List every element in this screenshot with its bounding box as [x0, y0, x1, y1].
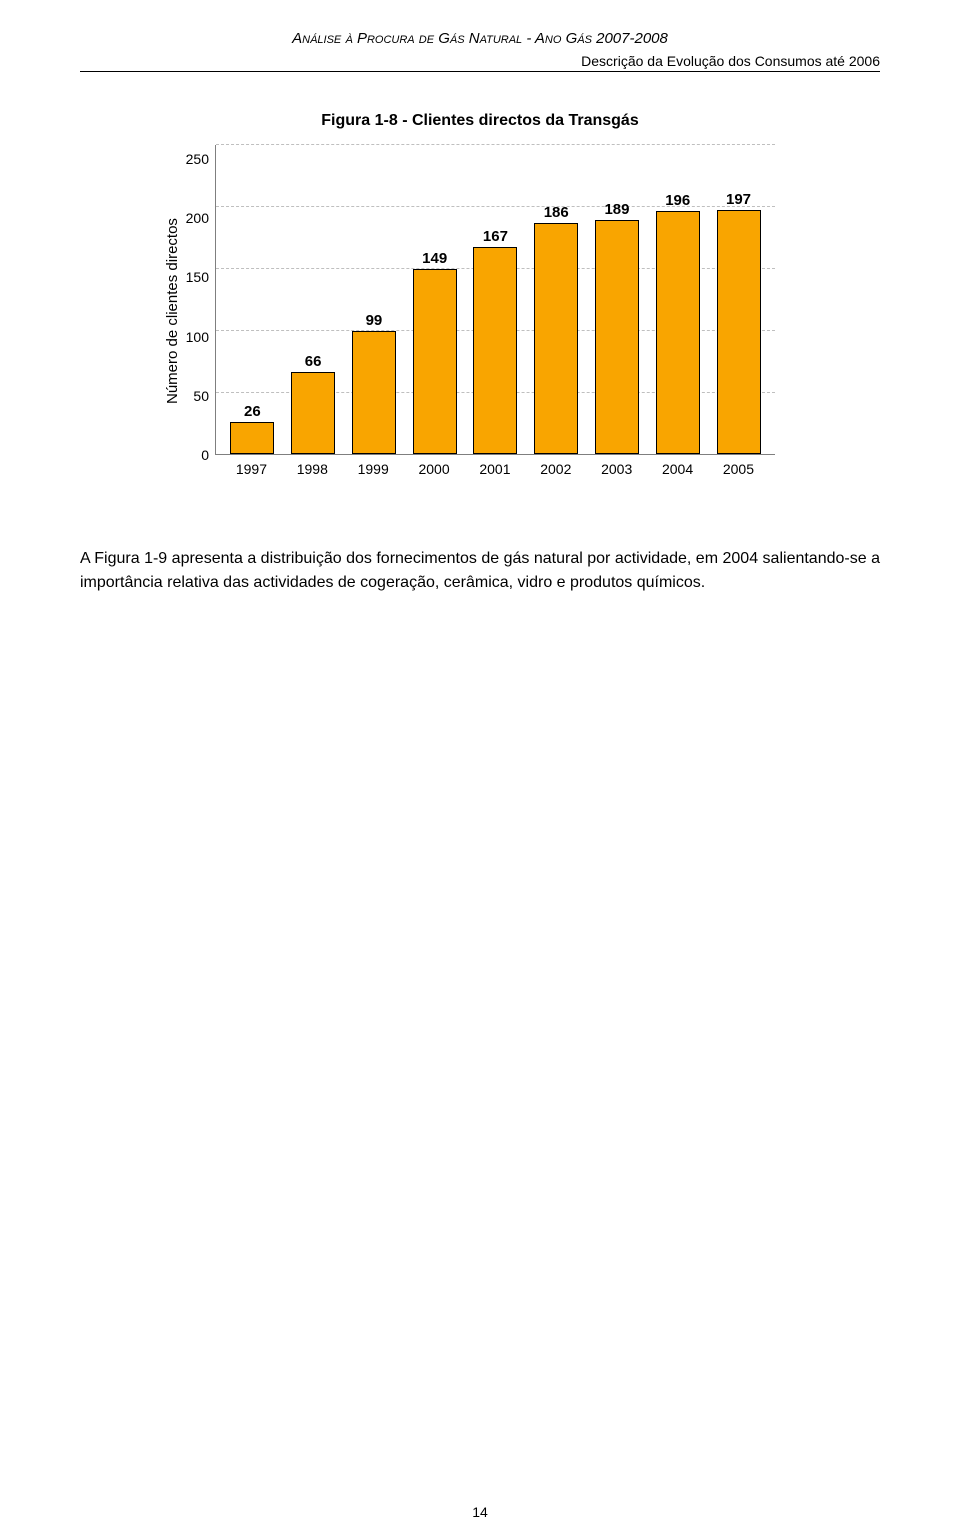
- bar: [717, 210, 761, 454]
- bar: [473, 247, 517, 454]
- chart-bars: 26 66 99 149 167 186 189 196 197: [216, 145, 775, 454]
- y-tick: 250: [181, 152, 209, 166]
- x-tick: 2002: [534, 461, 578, 477]
- y-axis-ticks: 250200150100500: [181, 145, 215, 455]
- x-tick: 2005: [716, 461, 760, 477]
- bar-value-label: 149: [422, 251, 447, 266]
- bar-column: 99: [352, 313, 396, 454]
- bar-column: 189: [595, 202, 639, 454]
- bar-value-label: 196: [665, 193, 690, 208]
- header-rule: [80, 71, 880, 72]
- page-number: 14: [0, 1504, 960, 1520]
- y-tick: 50: [181, 389, 209, 403]
- chart-plot-area: 26 66 99 149 167 186 189 196 197: [215, 145, 775, 455]
- bar-value-label: 197: [726, 192, 751, 207]
- bar-column: 26: [230, 404, 274, 454]
- bar-column: 66: [291, 354, 335, 454]
- chart-title: Figura 1-8 - Clientes directos da Transg…: [80, 112, 880, 130]
- bar: [413, 269, 457, 454]
- bar: [230, 422, 274, 454]
- bar: [352, 331, 396, 454]
- body-paragraph: A Figura 1-9 apresenta a distribuição do…: [80, 547, 880, 595]
- x-tick: 1998: [290, 461, 334, 477]
- bar-column: 196: [656, 193, 700, 454]
- y-axis-label: Número de clientes directos: [160, 145, 181, 477]
- x-tick: 1997: [229, 461, 273, 477]
- bar-value-label: 189: [604, 202, 629, 217]
- bar-value-label: 186: [544, 205, 569, 220]
- bar-column: 197: [717, 192, 761, 454]
- bar: [534, 223, 578, 454]
- section-title: Descrição da Evolução dos Consumos até 2…: [80, 53, 880, 69]
- y-tick: 200: [181, 211, 209, 225]
- bar-value-label: 26: [244, 404, 261, 419]
- y-tick: 0: [181, 448, 209, 462]
- bar: [595, 220, 639, 454]
- bar-value-label: 66: [305, 354, 322, 369]
- bar-column: 186: [534, 205, 578, 454]
- x-axis-ticks: 1997 1998 1999 2000 2001 2002 2003 2004 2005: [215, 455, 775, 477]
- bar: [291, 372, 335, 454]
- bar: [656, 211, 700, 454]
- y-tick: 150: [181, 270, 209, 284]
- x-tick: 2000: [412, 461, 456, 477]
- bar-column: 149: [413, 251, 457, 454]
- bar-value-label: 99: [366, 313, 383, 328]
- x-tick: 2003: [595, 461, 639, 477]
- doc-title: Análise à Procura de Gás Natural - Ano G…: [80, 30, 880, 47]
- x-tick: 1999: [351, 461, 395, 477]
- bar-column: 167: [473, 229, 517, 454]
- x-tick: 2004: [656, 461, 700, 477]
- y-tick: 100: [181, 330, 209, 344]
- bar-value-label: 167: [483, 229, 508, 244]
- x-tick: 2001: [473, 461, 517, 477]
